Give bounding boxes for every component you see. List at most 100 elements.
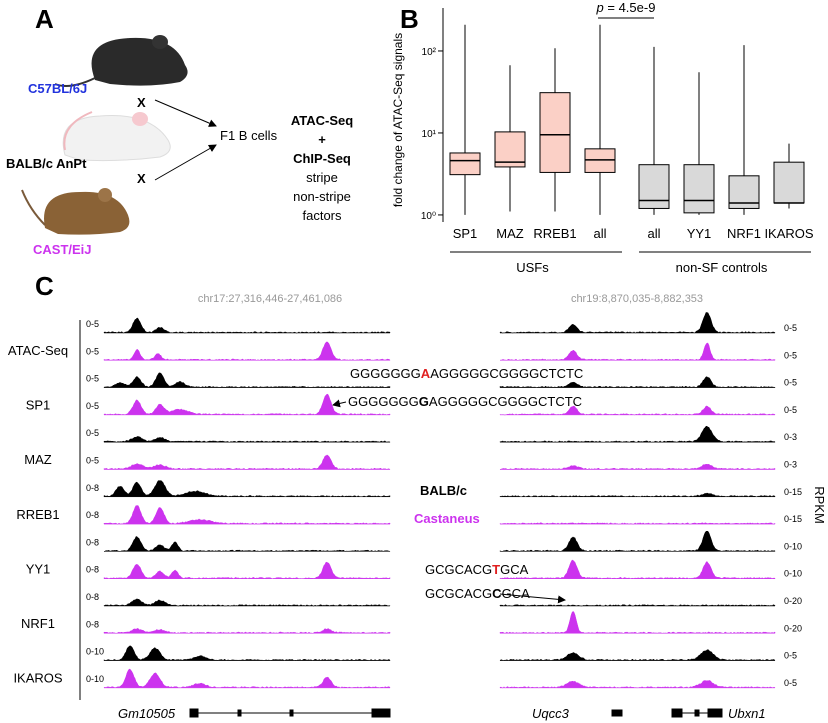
signal-track bbox=[103, 668, 391, 689]
scale-label: 0-8 bbox=[86, 510, 99, 520]
track-name: IKAROS bbox=[13, 671, 62, 686]
scale-label: 0-8 bbox=[86, 483, 99, 493]
track-name: YY1 bbox=[26, 561, 51, 576]
signal-track bbox=[499, 425, 776, 443]
seq-variant: A bbox=[421, 366, 431, 381]
scale-label: 0-5 bbox=[86, 428, 99, 438]
scale-label: 0-8 bbox=[86, 592, 99, 602]
box bbox=[773, 161, 805, 204]
seq-variant: T bbox=[492, 562, 500, 577]
signal-track bbox=[103, 536, 391, 552]
assay: stripe bbox=[306, 170, 338, 185]
signal-track bbox=[499, 312, 776, 334]
signal-track bbox=[103, 454, 391, 470]
track-name: MAZ bbox=[24, 452, 52, 467]
seq-part: GGGGGGG bbox=[350, 366, 421, 381]
mouse-brown bbox=[21, 188, 130, 235]
legend-balbc: BALB/c bbox=[420, 483, 467, 498]
sequence: GGGGGGGGAGGGGGCGGGGCTCTC bbox=[348, 394, 582, 409]
sequence: GCGCACGCGCA bbox=[425, 586, 530, 601]
offspring: F1 B cells bbox=[220, 128, 278, 143]
x-tick-label: all bbox=[647, 226, 660, 241]
strain-name: BALB/c AnPt bbox=[6, 156, 87, 171]
scale-label: 0-3 bbox=[784, 432, 797, 442]
assay: ATAC-Seq bbox=[291, 113, 353, 128]
signal-track bbox=[103, 627, 391, 634]
x-tick-label: RREB1 bbox=[533, 226, 576, 241]
signal-track bbox=[499, 376, 776, 388]
signal-track bbox=[499, 530, 776, 552]
scale-label: 0-5 bbox=[784, 651, 797, 661]
panel-label: C bbox=[35, 271, 54, 301]
signal-track bbox=[103, 372, 391, 388]
scale-label: 0-20 bbox=[784, 596, 802, 606]
seq-part: GCGCACG bbox=[425, 586, 492, 601]
x-tick-label: YY1 bbox=[687, 226, 712, 241]
scale-label: 0-5 bbox=[784, 350, 797, 360]
signal-track bbox=[103, 317, 391, 334]
locus: chr17:27,316,446-27,461,086 bbox=[198, 293, 342, 305]
y-tick-label: 10¹ bbox=[422, 129, 437, 140]
gene-name: Gm10505 bbox=[118, 706, 176, 721]
signal-track bbox=[103, 645, 391, 661]
x-tick-label: all bbox=[593, 226, 606, 241]
sequence: GGGGGGGAAGGGGGCGGGGCTCTC bbox=[350, 366, 583, 381]
gene-name: Uqcc3 bbox=[532, 706, 570, 721]
assay: non-stripe bbox=[293, 189, 351, 204]
track-name: ATAC-Seq bbox=[8, 343, 68, 358]
locus: chr19:8,870,035-8,882,353 bbox=[571, 293, 703, 305]
scale-label: 0-5 bbox=[86, 401, 99, 411]
arrow bbox=[154, 99, 217, 127]
panel-label: B bbox=[400, 4, 419, 34]
p-text: = 4.5e-9 bbox=[604, 0, 656, 15]
p-value: p = 4.5e-9 bbox=[596, 0, 656, 15]
scale-label: 0-10 bbox=[784, 541, 802, 551]
scale-label: 0-15 bbox=[784, 514, 802, 524]
scale-label: 0-20 bbox=[784, 623, 802, 633]
seq-variant: C bbox=[492, 586, 502, 601]
signal-track bbox=[499, 492, 776, 498]
scale-label: 0-5 bbox=[784, 378, 797, 388]
arrow bbox=[499, 593, 566, 604]
signal-track bbox=[499, 405, 776, 416]
scale-label: 0-5 bbox=[784, 405, 797, 415]
mouse-white bbox=[62, 111, 171, 162]
track-name: RREB1 bbox=[16, 507, 59, 522]
arrow bbox=[332, 399, 347, 408]
mouse-black bbox=[54, 35, 188, 87]
y-axis-label: fold change of ATAC-Seq signals bbox=[391, 33, 405, 207]
box bbox=[539, 92, 571, 173]
group-label: USFs bbox=[516, 260, 549, 275]
signal-track bbox=[499, 559, 776, 580]
seq-part: AGGGGGCGGGGCTCTC bbox=[429, 394, 582, 409]
panel-label: A bbox=[35, 4, 54, 34]
strain-name: CAST/EiJ bbox=[33, 242, 92, 257]
scale-label: 0-10 bbox=[86, 647, 104, 657]
scale-label: 0-5 bbox=[86, 374, 99, 384]
box bbox=[683, 164, 715, 214]
signal-track bbox=[499, 604, 776, 607]
scale-label: 0-8 bbox=[86, 565, 99, 575]
assay: + bbox=[318, 132, 326, 147]
sequence: GCGCACGTGCA bbox=[425, 562, 529, 577]
scale-label: 0-5 bbox=[86, 319, 99, 329]
x-tick-label: NRF1 bbox=[727, 226, 761, 241]
box bbox=[638, 164, 670, 209]
seq-part: AGGGGGCGGGGCTCTC bbox=[430, 366, 583, 381]
y-tick-label: 10² bbox=[422, 47, 437, 58]
p-symbol: p bbox=[596, 0, 604, 15]
assay-list: ATAC-Seq + ChIP-Seq stripe non-stripe factors bbox=[291, 113, 353, 223]
signal-track bbox=[103, 341, 391, 361]
signal-track bbox=[103, 435, 391, 443]
legend-castaneus: Castaneus bbox=[414, 511, 480, 526]
signal-track bbox=[103, 393, 391, 416]
scale-label: 0-8 bbox=[86, 537, 99, 547]
scale-label: 0-5 bbox=[784, 323, 797, 333]
cross-mark: X bbox=[137, 95, 146, 110]
signal-track bbox=[103, 598, 391, 607]
group-label: non-SF controls bbox=[676, 260, 768, 275]
signal-track bbox=[103, 561, 391, 580]
gene-name: Ubxn1 bbox=[728, 706, 766, 721]
x-tick-label: SP1 bbox=[453, 226, 478, 241]
